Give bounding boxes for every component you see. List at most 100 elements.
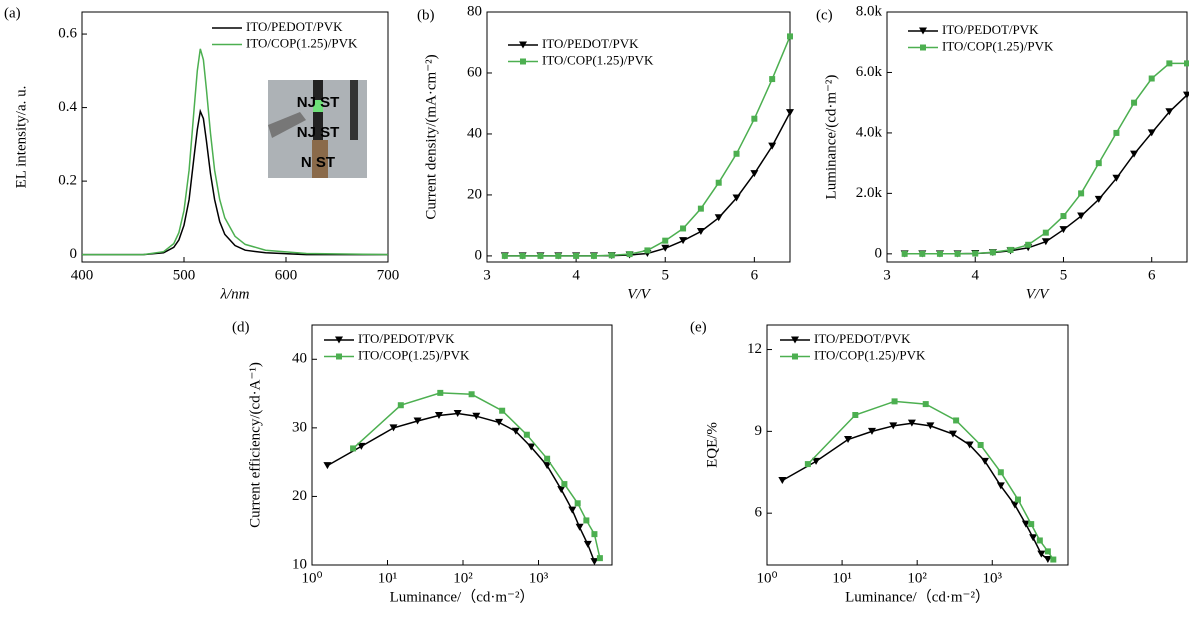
- series-line: [327, 412, 596, 562]
- legend-label: ITO/PEDOT/PVK: [542, 36, 639, 51]
- marker: [1112, 174, 1121, 182]
- marker: [936, 250, 943, 257]
- marker: [953, 417, 960, 424]
- marker: [1130, 150, 1139, 158]
- marker: [1113, 129, 1120, 136]
- marker: [468, 391, 475, 398]
- series-line: [781, 422, 1049, 561]
- y-axis-label: Luminance/(cd·m⁻²): [823, 75, 839, 200]
- marker: [527, 443, 536, 451]
- marker: [778, 476, 787, 484]
- x-axis-label: Luminance/（cd·m⁻²）: [390, 588, 535, 605]
- legend-label: ITO/COP(1.25)/PVK: [942, 38, 1054, 53]
- marker: [1060, 213, 1067, 220]
- marker: [792, 353, 798, 360]
- marker: [591, 531, 598, 538]
- series-line: [904, 62, 1187, 255]
- x-tick-label: 10¹: [832, 570, 852, 586]
- marker: [891, 398, 898, 405]
- marker: [1147, 129, 1156, 137]
- x-tick-label: 10¹: [378, 570, 398, 586]
- plot-frame: [886, 11, 1188, 263]
- marker: [697, 205, 704, 212]
- marker: [583, 517, 590, 524]
- y-tick-label: 0.4: [58, 99, 77, 115]
- marker: [437, 389, 444, 396]
- marker: [852, 412, 859, 418]
- x-tick-label: 5: [661, 267, 669, 283]
- marker: [1184, 60, 1189, 67]
- y-tick-label: 0: [70, 246, 78, 262]
- marker: [965, 441, 974, 449]
- legend-label: ITO/COP(1.25)/PVK: [542, 52, 654, 67]
- legend-label: ITO/COP(1.25)/PVK: [246, 35, 358, 50]
- legend-label: ITO/PEDOT/PVK: [246, 19, 343, 34]
- legend-label: ITO/PEDOT/PVK: [358, 331, 455, 346]
- y-tick-label: 40: [467, 125, 482, 141]
- marker: [575, 523, 584, 531]
- marker: [626, 251, 633, 258]
- x-axis-label: V/V: [627, 286, 651, 302]
- marker: [715, 179, 722, 186]
- marker: [714, 214, 723, 222]
- marker: [1042, 229, 1049, 236]
- y-tick-label: 40: [292, 351, 307, 367]
- y-axis-label: EL intensity/a. u.: [13, 86, 29, 189]
- y-tick-label: 8.0k: [856, 3, 883, 19]
- marker: [922, 401, 929, 408]
- legend-label: ITO/COP(1.25)/PVK: [814, 347, 926, 362]
- marker: [769, 76, 776, 83]
- marker: [732, 194, 741, 202]
- marker: [519, 252, 526, 259]
- x-tick-label: 10²: [453, 570, 473, 586]
- y-tick-label: 0: [875, 245, 883, 261]
- marker: [397, 402, 404, 409]
- marker: [1059, 226, 1068, 234]
- marker: [523, 431, 530, 438]
- marker: [1044, 548, 1051, 555]
- marker: [434, 412, 443, 420]
- x-tick-label: 500: [173, 267, 196, 283]
- marker: [1014, 496, 1021, 503]
- legend-label: ITO/PEDOT/PVK: [942, 22, 1039, 37]
- marker: [920, 44, 926, 51]
- marker: [574, 500, 581, 507]
- marker: [544, 455, 551, 462]
- x-axis-label: λ/nm: [220, 286, 250, 302]
- y-tick-label: 6: [755, 505, 763, 521]
- marker: [519, 41, 527, 49]
- marker: [590, 252, 597, 259]
- marker: [696, 228, 705, 236]
- marker: [812, 457, 821, 465]
- marker: [1094, 195, 1103, 203]
- x-tick-label: 10³: [529, 570, 549, 586]
- inset-text: N ST: [301, 154, 335, 171]
- marker: [336, 353, 342, 360]
- marker: [1036, 537, 1043, 544]
- marker: [977, 442, 984, 448]
- marker: [926, 422, 935, 430]
- marker: [1165, 108, 1174, 116]
- marker: [1077, 212, 1086, 220]
- y-tick-label: 80: [467, 3, 482, 19]
- marker: [520, 58, 526, 65]
- panel-label: (e): [690, 319, 707, 335]
- x-tick-label: 4: [572, 267, 580, 283]
- marker: [1148, 75, 1155, 82]
- x-tick-label: 700: [377, 267, 400, 283]
- marker: [733, 150, 740, 157]
- x-tick-label: 600: [275, 267, 298, 283]
- marker: [844, 436, 853, 444]
- x-tick-label: 10⁰: [301, 570, 322, 586]
- y-tick-label: 0: [475, 247, 483, 263]
- marker: [1131, 99, 1138, 106]
- y-tick-label: 9: [755, 423, 763, 439]
- legend-label: ITO/PEDOT/PVK: [814, 331, 911, 346]
- marker: [511, 427, 520, 435]
- marker: [1043, 556, 1052, 564]
- marker: [989, 249, 996, 256]
- marker: [413, 417, 422, 425]
- marker: [1007, 246, 1014, 253]
- marker: [786, 109, 794, 117]
- panel-label: (b): [417, 7, 435, 23]
